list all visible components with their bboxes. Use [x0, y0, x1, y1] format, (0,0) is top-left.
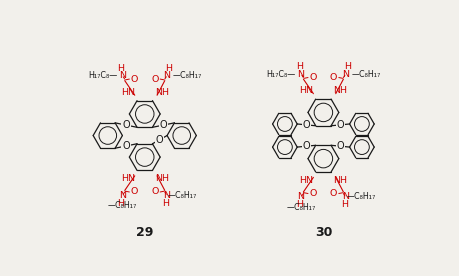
Text: H₁₇C₈—: H₁₇C₈—	[266, 70, 296, 79]
Text: H₁₇C₈—: H₁₇C₈—	[88, 71, 117, 81]
Text: NH: NH	[333, 176, 347, 185]
Text: H: H	[341, 200, 348, 209]
Text: O: O	[302, 120, 310, 130]
Text: —C₈H₁₇: —C₈H₁₇	[351, 70, 381, 79]
Text: O: O	[151, 75, 159, 84]
Text: 30: 30	[315, 227, 332, 240]
Text: HN: HN	[121, 174, 135, 183]
Text: O: O	[122, 141, 130, 151]
Text: O: O	[309, 189, 317, 198]
Text: O: O	[131, 187, 138, 197]
Text: H: H	[165, 64, 172, 73]
Text: H: H	[296, 62, 303, 71]
Text: NH: NH	[333, 86, 347, 95]
Text: O: O	[330, 73, 337, 82]
Text: —C₈H₁₇: —C₈H₁₇	[173, 71, 202, 81]
Text: O: O	[151, 187, 159, 197]
Text: N: N	[119, 71, 126, 81]
Text: H: H	[344, 62, 351, 71]
Text: HN: HN	[299, 176, 313, 185]
Text: O: O	[156, 135, 163, 145]
Text: O: O	[302, 141, 310, 151]
Text: O: O	[336, 120, 344, 130]
Text: N: N	[297, 70, 305, 79]
Text: O: O	[336, 141, 344, 151]
Text: H: H	[296, 200, 303, 209]
Text: O: O	[122, 120, 130, 130]
Text: H: H	[118, 199, 124, 208]
Text: —C₈H₁₇: —C₈H₁₇	[347, 192, 376, 201]
Text: O: O	[309, 73, 317, 82]
Text: HN: HN	[299, 86, 313, 95]
Text: H: H	[118, 64, 124, 73]
Text: —C₈H₁₇: —C₈H₁₇	[108, 201, 137, 210]
Text: N: N	[342, 192, 349, 201]
Text: —C₈H₁₇: —C₈H₁₇	[286, 203, 316, 212]
Text: O: O	[131, 75, 138, 84]
Text: N: N	[163, 190, 171, 200]
Text: N: N	[342, 70, 349, 79]
Text: HN: HN	[121, 88, 135, 97]
Text: 29: 29	[136, 227, 153, 240]
Text: —C₈H₁₇: —C₈H₁₇	[168, 190, 197, 200]
Text: N: N	[297, 192, 305, 201]
Text: NH: NH	[155, 174, 169, 183]
Text: N: N	[119, 190, 126, 200]
Text: O: O	[330, 189, 337, 198]
Text: H: H	[162, 199, 169, 208]
Text: N: N	[163, 71, 171, 81]
Text: NH: NH	[155, 88, 169, 97]
Text: O: O	[160, 120, 167, 130]
